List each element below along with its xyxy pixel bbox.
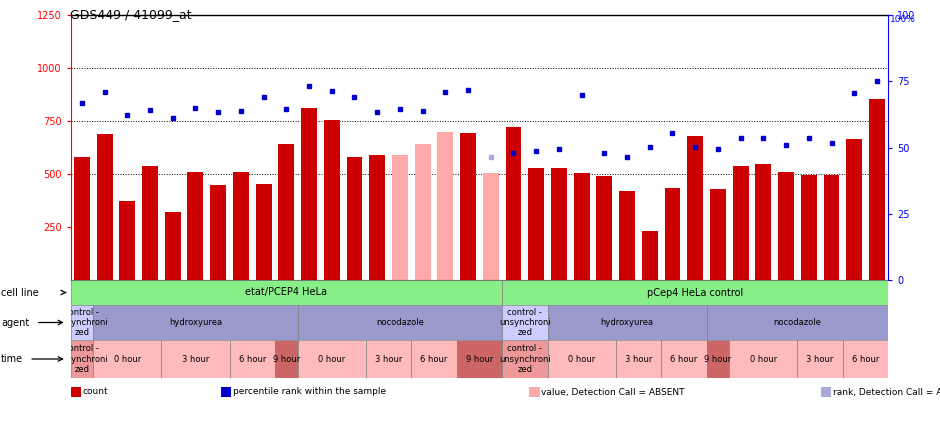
Text: etat/PCEP4 HeLa: etat/PCEP4 HeLa	[245, 288, 327, 297]
Text: 9 hour: 9 hour	[466, 354, 493, 363]
Bar	[323, 120, 339, 280]
Bar	[187, 172, 203, 280]
Bar	[506, 127, 522, 280]
Bar	[70, 280, 502, 305]
Bar	[661, 340, 707, 378]
Text: 6 hour: 6 hour	[670, 354, 697, 363]
Text: control -
unsynchroni
zed: control - unsynchroni zed	[499, 344, 551, 374]
Text: 0 hour: 0 hour	[318, 354, 345, 363]
Bar	[801, 175, 817, 280]
Bar	[797, 340, 843, 378]
Text: rank, Detection Call = ABSENT: rank, Detection Call = ABSENT	[833, 388, 940, 397]
Bar	[298, 305, 502, 340]
Bar	[528, 168, 544, 280]
Bar	[412, 340, 457, 378]
Text: control -
unsynchroni
zed: control - unsynchroni zed	[56, 308, 108, 337]
Bar	[142, 166, 158, 280]
Bar	[665, 188, 681, 280]
Bar	[164, 212, 180, 280]
Bar	[162, 340, 229, 378]
Text: time: time	[1, 354, 24, 364]
Bar	[619, 191, 635, 280]
Text: 0 hour: 0 hour	[114, 354, 141, 363]
Bar	[256, 184, 272, 280]
Bar	[392, 155, 408, 280]
Bar	[707, 340, 729, 378]
Bar	[551, 168, 567, 280]
Bar	[687, 136, 703, 280]
Bar	[70, 340, 93, 378]
Bar	[823, 175, 839, 280]
Bar	[756, 164, 772, 280]
Text: agent: agent	[1, 317, 29, 328]
Text: control -
unsynchroni
zed: control - unsynchroni zed	[56, 344, 108, 374]
Bar	[298, 340, 366, 378]
Text: hydroxyurea: hydroxyurea	[601, 318, 653, 327]
Bar	[778, 172, 794, 280]
Bar	[415, 144, 431, 280]
Bar	[119, 201, 135, 280]
Bar	[301, 108, 317, 280]
Text: 100%: 100%	[890, 15, 916, 24]
Bar	[483, 173, 499, 280]
Bar	[366, 340, 412, 378]
Bar	[502, 305, 547, 340]
Bar	[457, 340, 502, 378]
Bar	[502, 280, 888, 305]
Bar	[211, 184, 227, 280]
Bar	[70, 305, 93, 340]
Text: percentile rank within the sample: percentile rank within the sample	[233, 388, 386, 397]
Text: 3 hour: 3 hour	[181, 354, 209, 363]
Text: control -
unsynchroni
zed: control - unsynchroni zed	[499, 308, 551, 337]
Bar	[97, 134, 113, 280]
Bar	[843, 340, 888, 378]
Bar	[229, 340, 274, 378]
Bar	[437, 132, 453, 280]
Text: 6 hour: 6 hour	[239, 354, 266, 363]
Text: 3 hour: 3 hour	[625, 354, 652, 363]
Text: 6 hour: 6 hour	[420, 354, 447, 363]
Bar	[547, 305, 707, 340]
Text: nocodazole: nocodazole	[774, 318, 822, 327]
Text: 0 hour: 0 hour	[568, 354, 595, 363]
Text: nocodazole: nocodazole	[376, 318, 424, 327]
Text: cell line: cell line	[1, 288, 39, 297]
Text: 3 hour: 3 hour	[375, 354, 402, 363]
Bar	[347, 157, 363, 280]
Bar	[846, 139, 862, 280]
Bar	[460, 132, 476, 280]
Bar	[93, 340, 162, 378]
Bar	[732, 166, 748, 280]
Bar	[93, 305, 298, 340]
Text: value, Detection Call = ABSENT: value, Detection Call = ABSENT	[541, 388, 685, 397]
Bar	[707, 305, 888, 340]
Bar	[547, 340, 616, 378]
Text: pCep4 HeLa control: pCep4 HeLa control	[647, 288, 744, 297]
Bar	[233, 172, 249, 280]
Bar	[729, 340, 797, 378]
Bar	[74, 157, 90, 280]
Text: 0 hour: 0 hour	[750, 354, 777, 363]
Bar	[369, 155, 385, 280]
Text: 9 hour: 9 hour	[273, 354, 300, 363]
Text: hydroxyurea: hydroxyurea	[169, 318, 222, 327]
Bar	[502, 340, 547, 378]
Bar	[616, 340, 661, 378]
Text: 9 hour: 9 hour	[704, 354, 731, 363]
Bar	[573, 173, 589, 280]
Text: GDS449 / 41099_at: GDS449 / 41099_at	[70, 8, 192, 21]
Bar	[642, 231, 658, 280]
Text: count: count	[83, 388, 108, 397]
Bar	[596, 176, 612, 280]
Bar	[278, 144, 294, 280]
Text: 3 hour: 3 hour	[807, 354, 834, 363]
Bar	[869, 99, 885, 280]
Text: 6 hour: 6 hour	[852, 354, 879, 363]
Bar	[710, 189, 726, 280]
Bar	[274, 340, 298, 378]
